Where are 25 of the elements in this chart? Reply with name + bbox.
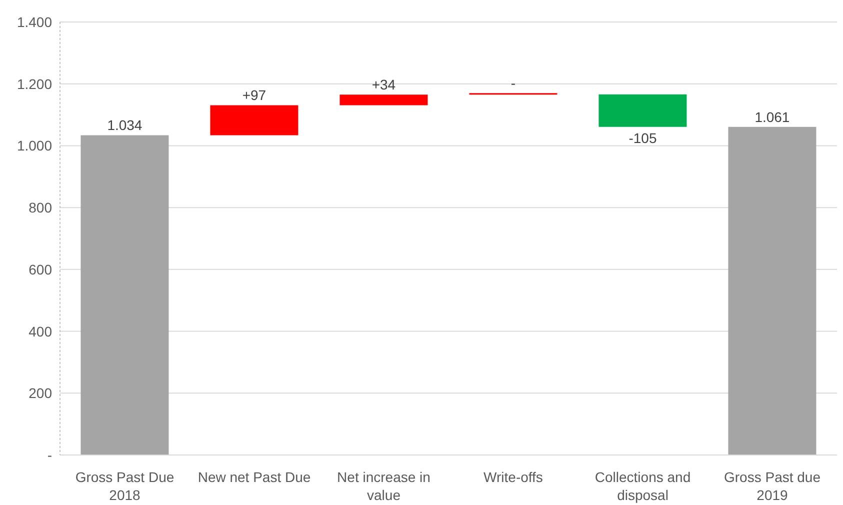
x-tick-label: Write-offs	[484, 468, 543, 485]
bar	[210, 105, 298, 136]
y-tick-label: -	[47, 446, 52, 463]
y-tick-label: 200	[28, 385, 52, 402]
x-tick-label: New net Past Due	[198, 468, 311, 485]
y-tick-label: 600	[28, 261, 52, 278]
x-tick-label: Collections and disposal	[594, 468, 691, 503]
y-tick-label: 400	[28, 323, 52, 340]
x-tick-label: Net increase in value	[337, 468, 430, 503]
data-label: 1.061	[754, 108, 790, 125]
x-tick-label: Gross Past Due 2018	[75, 468, 174, 503]
y-tick-label: 800	[28, 200, 52, 216]
data-label: -	[510, 75, 516, 92]
data-label: 1.034	[107, 117, 142, 134]
x-tick-label: Gross Past due 2019	[724, 468, 821, 503]
data-label: -105	[628, 130, 657, 146]
data-label: +34	[372, 76, 396, 93]
bar	[598, 94, 687, 127]
data-label: +97	[242, 87, 266, 104]
y-tick-label: 1.400	[16, 14, 52, 30]
bar	[80, 135, 169, 455]
bar	[728, 126, 816, 455]
y-tick-label: 1.200	[16, 76, 52, 92]
bar	[340, 94, 428, 106]
y-tick-label: 1.000	[16, 138, 52, 154]
